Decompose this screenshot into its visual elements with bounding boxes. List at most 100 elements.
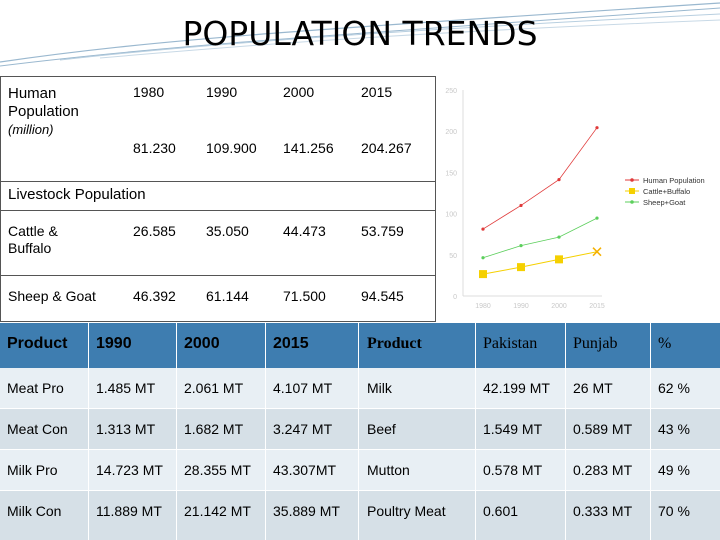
y-tick-label: 100: [445, 212, 457, 219]
divider: [1, 181, 435, 182]
cell-1990: 11.889 MT: [96, 503, 162, 519]
production-table: Product 1990 2000 2015 Product Pakistan …: [0, 323, 720, 540]
series-line-cattle-buffalo: [482, 251, 598, 275]
legend-label-sheep-goat: Sheep+Goat: [643, 198, 686, 207]
column-separator: [650, 323, 651, 540]
series-line-human-population: [482, 127, 598, 230]
header-percent: %: [658, 335, 672, 352]
data-point-cattle-buffalo: [592, 247, 602, 257]
table-row: Meat Pro 1.485 MT 2.061 MT 4.107 MT Milk…: [0, 368, 720, 408]
cell-punjab: 0.333 MT: [573, 503, 633, 519]
data-point-sheep-goat: [557, 235, 561, 239]
data-point-cattle-buffalo: [517, 263, 525, 272]
data-point-sheep-goat: [481, 256, 485, 260]
y-tick-label: 0: [453, 294, 457, 301]
y-tick-label: 200: [445, 129, 457, 136]
cell-pakistan: 42.199 MT: [483, 380, 550, 396]
cell-pakistan: 0.601: [483, 503, 519, 519]
column-separator: [176, 323, 177, 540]
table-row: Milk Con 11.889 MT 21.142 MT 35.889 MT P…: [0, 491, 720, 540]
livestock-value: 53.759: [361, 223, 404, 239]
table-header-row: Product 1990 2000 2015 Product Pakistan …: [0, 323, 720, 368]
cell-product: Meat Con: [7, 421, 68, 437]
cell-share-product: Beef: [367, 421, 396, 437]
year-header-1990: 1990: [206, 84, 238, 100]
cell-punjab: 0.589 MT: [573, 421, 633, 437]
legend-label-cattle-buffalo: Cattle+Buffalo: [643, 187, 690, 196]
table-row: Milk Pro 14.723 MT 28.355 MT 43.307MT Mu…: [0, 450, 720, 490]
cell-pakistan: 1.549 MT: [483, 421, 543, 437]
cell-percent: 62 %: [658, 380, 690, 396]
cell-product: Milk Con: [7, 503, 62, 519]
cell-percent: 70 %: [658, 503, 690, 519]
cell-1990: 1.313 MT: [96, 421, 156, 437]
divider: [1, 275, 435, 276]
data-point-human-population: [557, 178, 561, 182]
human-value-1990: 109.900: [206, 140, 257, 156]
year-header-1980: 1980: [133, 84, 165, 100]
column-separator: [88, 323, 89, 540]
legend-marker-sheep-goat: [630, 200, 634, 204]
header-1990: 1990: [96, 335, 132, 352]
legend-marker-human-population: [630, 178, 634, 182]
human-value-1980: 81.230: [133, 140, 176, 156]
divider: [1, 210, 435, 211]
data-point-human-population: [519, 203, 523, 208]
data-point-sheep-goat: [519, 244, 523, 248]
column-separator: [475, 323, 476, 540]
cell-product: Milk Pro: [7, 462, 58, 478]
year-header-2015: 2015: [361, 84, 393, 100]
livestock-value: 35.050: [206, 223, 249, 239]
population-line-chart: 0 50 100 150 200 250 1980 1990 2000 2015 Human Pop…: [445, 88, 705, 310]
cell-2000: 21.142 MT: [184, 503, 251, 519]
data-point-human-population: [481, 227, 485, 231]
cell-share-product: Poultry Meat: [367, 503, 446, 519]
livestock-value: 26.585: [133, 223, 176, 239]
table-row: Meat Con 1.313 MT 1.682 MT 3.247 MT Beef…: [0, 409, 720, 449]
cell-2000: 2.061 MT: [184, 380, 244, 396]
cell-punjab: 0.283 MT: [573, 462, 633, 478]
page-title: POPULATION TRENDS: [182, 14, 538, 53]
cell-share-product: Milk: [367, 380, 392, 396]
livestock-value: 61.144: [206, 288, 249, 304]
x-tick-label: 2015: [589, 303, 605, 310]
column-separator: [358, 323, 359, 540]
y-tick-label: 250: [445, 88, 457, 95]
human-population-unit: (million): [8, 122, 54, 137]
livestock-value: 71.500: [283, 288, 326, 304]
data-point-cattle-buffalo: [479, 270, 487, 279]
livestock-row-name: Cattle & Buffalo: [8, 223, 58, 256]
y-tick-label: 50: [449, 253, 457, 260]
cell-1990: 14.723 MT: [96, 462, 163, 478]
header-punjab: Punjab: [573, 335, 618, 352]
cell-2000: 28.355 MT: [184, 462, 251, 478]
legend-label-human-population: Human Population: [643, 176, 705, 185]
series-line-sheep-goat: [482, 217, 598, 259]
x-tick-label: 2000: [551, 303, 567, 310]
livestock-value: 44.473: [283, 223, 326, 239]
cell-2015: 35.889 MT: [273, 503, 340, 519]
cell-2015: 4.107 MT: [273, 380, 333, 396]
column-separator: [265, 323, 266, 540]
cell-product: Meat Pro: [7, 380, 64, 396]
data-point-cattle-buffalo: [555, 255, 563, 264]
livestock-row-name: Sheep & Goat: [8, 288, 96, 304]
cell-2015: 43.307MT: [273, 462, 337, 478]
cell-share-product: Mutton: [367, 462, 410, 478]
cell-percent: 43 %: [658, 421, 690, 437]
human-population-label: Human Population: [8, 85, 79, 120]
cell-punjab: 26 MT: [573, 380, 613, 396]
legend-marker-cattle-buffalo: [629, 188, 635, 194]
header-2015: 2015: [273, 335, 309, 352]
header-pakistan: Pakistan: [483, 335, 538, 352]
livestock-population-label: Livestock Population: [8, 186, 146, 203]
cell-2000: 1.682 MT: [184, 421, 244, 437]
human-value-2000: 141.256: [283, 140, 334, 156]
title-swoosh-decoration: [0, 2, 720, 67]
cell-pakistan: 0.578 MT: [483, 462, 543, 478]
header-product: Product: [7, 335, 68, 352]
header-2000: 2000: [184, 335, 220, 352]
data-point-human-population: [595, 126, 599, 130]
population-table: Human Population (million) 1980 1990 200…: [0, 76, 436, 322]
livestock-value: 46.392: [133, 288, 176, 304]
